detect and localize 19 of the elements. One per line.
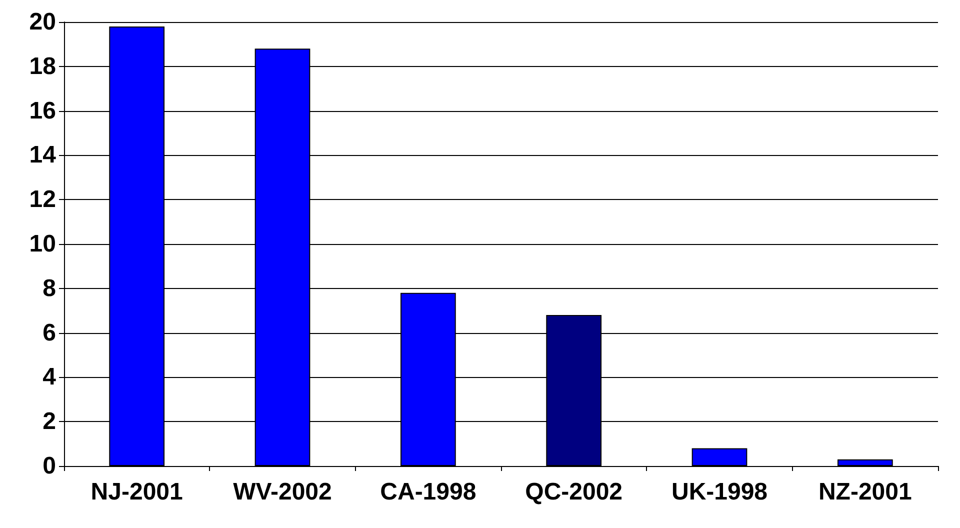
y-tick-label: 12 <box>29 186 56 214</box>
y-tick-label: 16 <box>29 97 56 124</box>
bar <box>837 459 893 466</box>
y-tick-label: 20 <box>29 8 56 36</box>
y-tick-label: 14 <box>29 142 57 169</box>
y-tick-label: 0 <box>42 452 56 480</box>
x-tick-label: NJ-2001 <box>90 478 183 506</box>
y-tick-label: 8 <box>42 274 56 302</box>
x-tick-label: NZ-2001 <box>818 478 912 506</box>
y-tick-label: 4 <box>42 364 57 391</box>
y-tick-label: 10 <box>29 230 56 258</box>
y-tick-label: 2 <box>42 408 56 436</box>
y-tick-label: 6 <box>42 319 56 346</box>
x-tick-label: UK-1998 <box>671 478 768 506</box>
y-tick-label: 18 <box>29 52 56 80</box>
bar <box>692 448 748 466</box>
x-tick-label: WV-2002 <box>233 478 332 506</box>
x-tick-label: CA-1998 <box>380 478 476 506</box>
x-tick-label: QC-2002 <box>525 478 623 506</box>
